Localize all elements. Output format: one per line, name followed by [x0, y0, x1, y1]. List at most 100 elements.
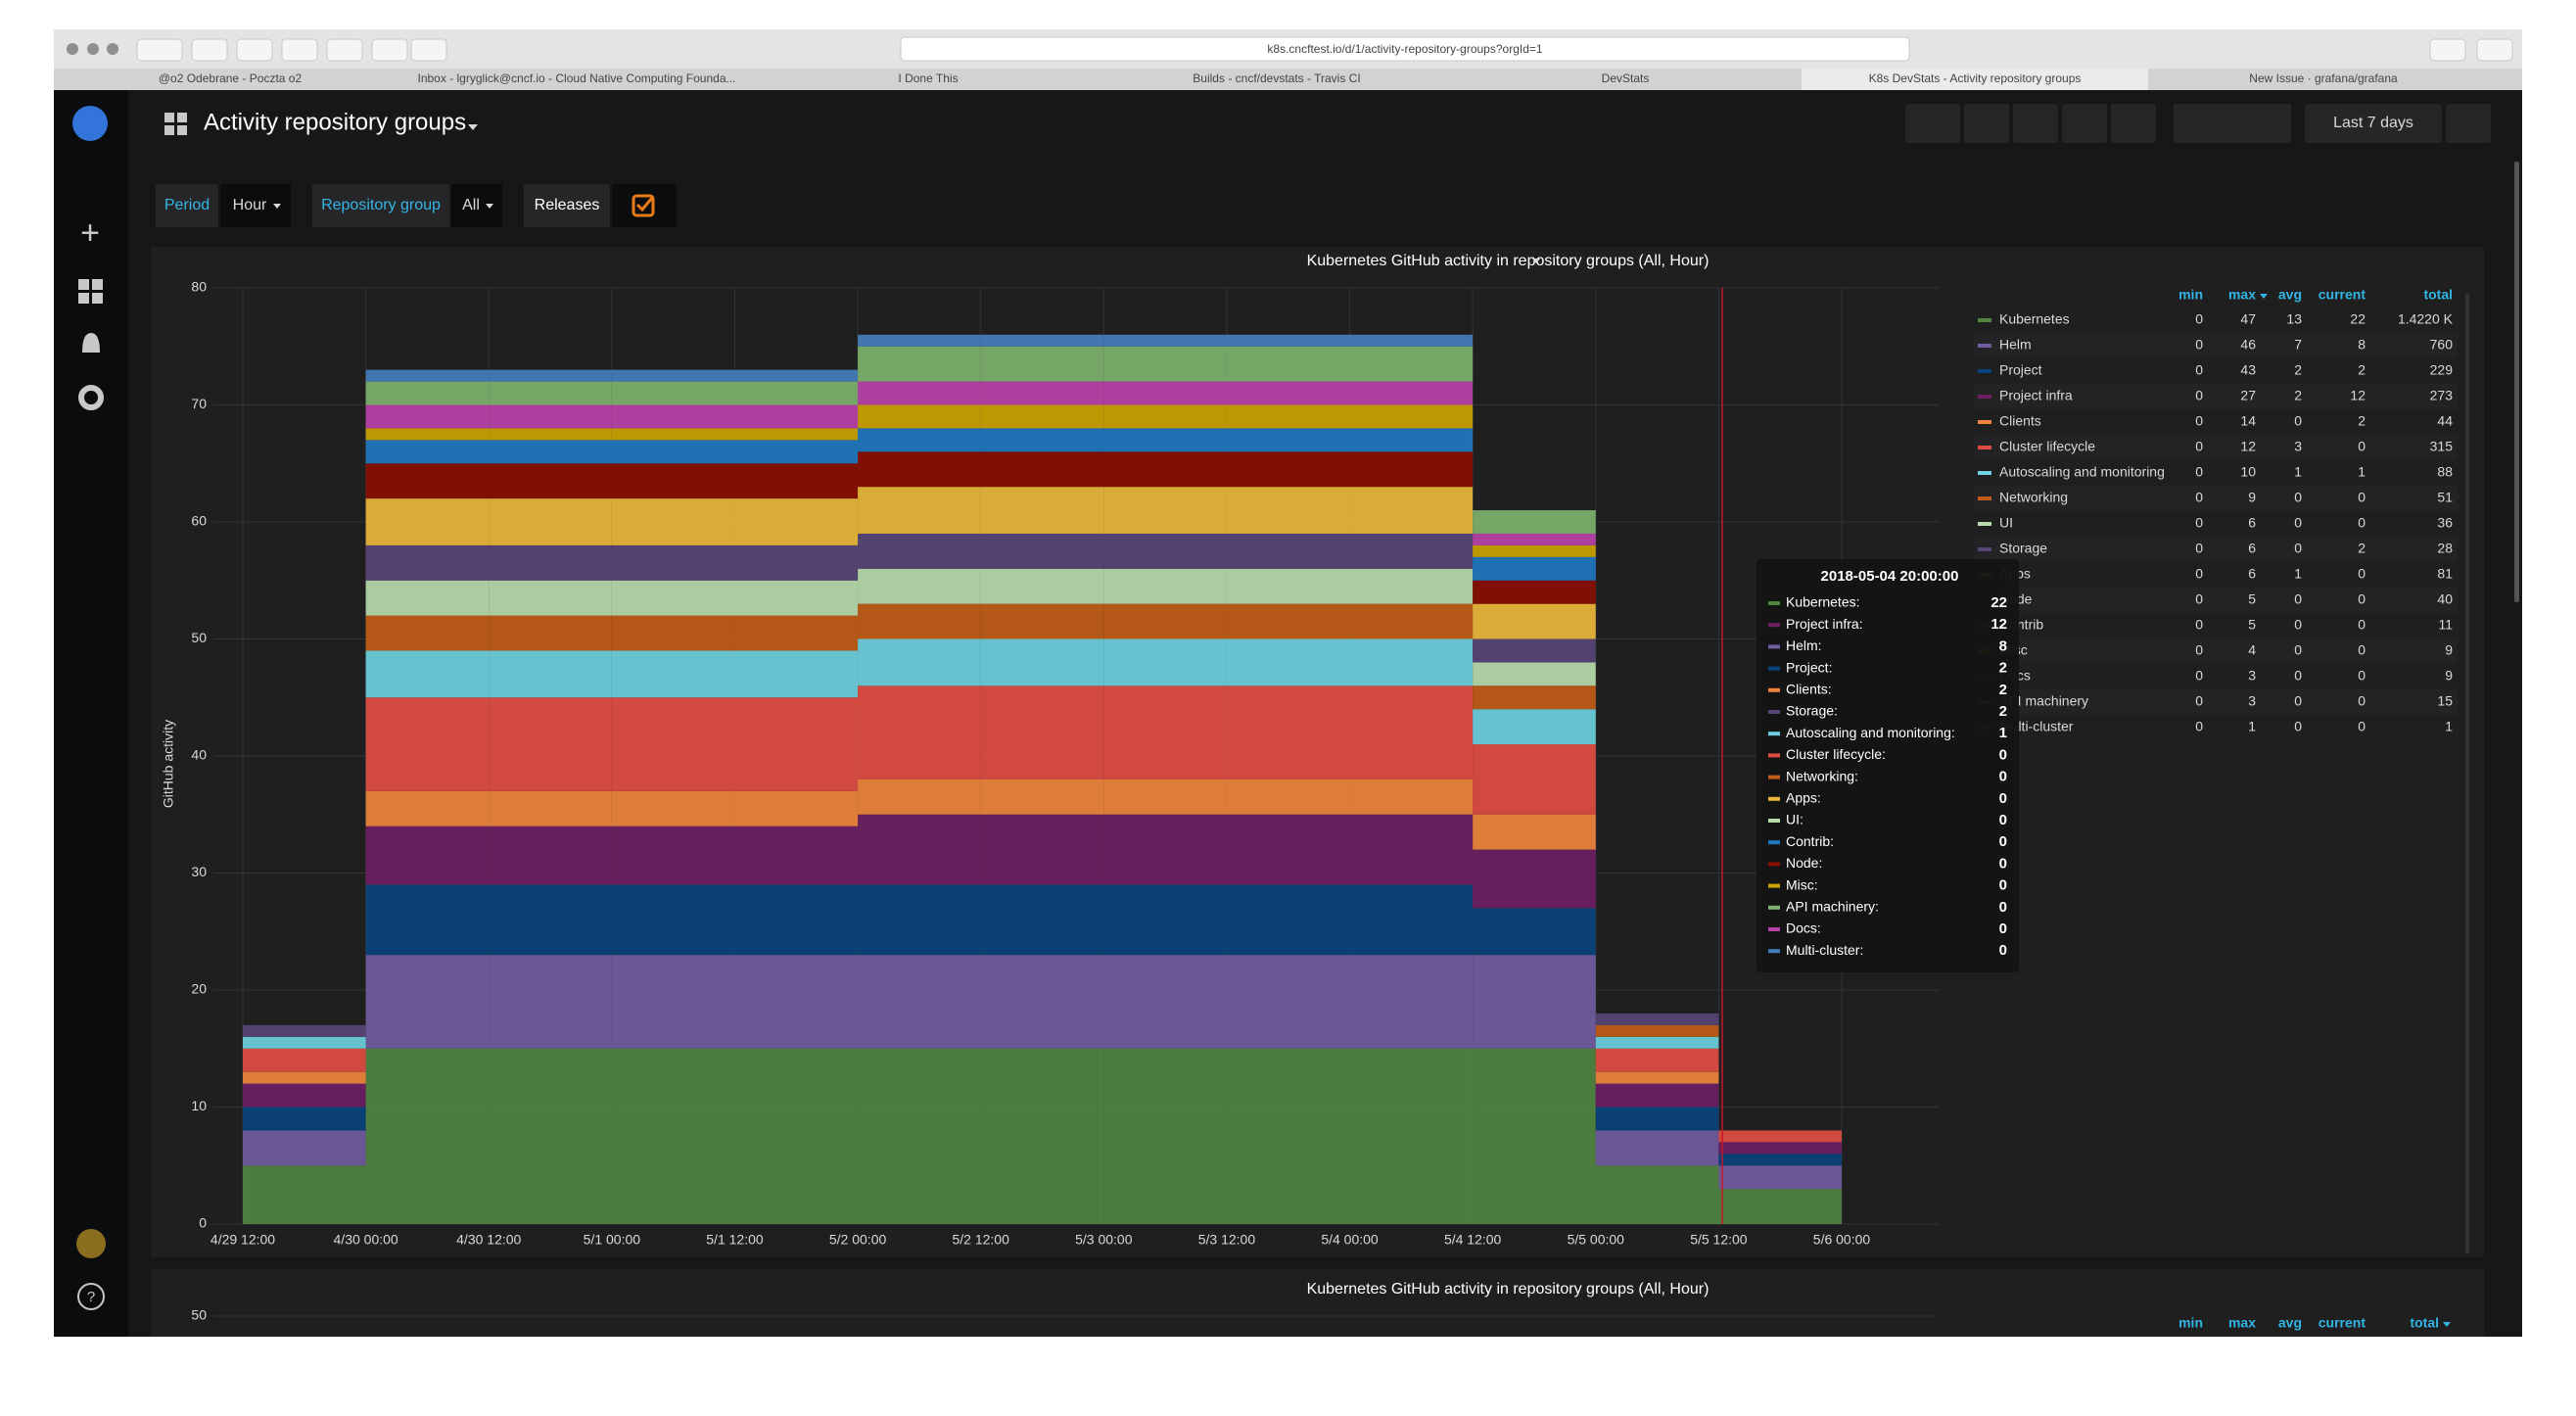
- area-step: [365, 790, 490, 826]
- extension-button[interactable]: [326, 38, 363, 62]
- area-step: [489, 440, 612, 464]
- legend-value: 6: [2248, 541, 2256, 556]
- panel-title[interactable]: Kubernetes GitHub activity in repository…: [1307, 1281, 1710, 1298]
- tooltip-name: Misc:: [1786, 876, 1818, 892]
- area-step: [365, 884, 490, 956]
- checkbox[interactable]: [632, 194, 655, 217]
- share-button[interactable]: [2013, 104, 2058, 143]
- page-scrollbar[interactable]: [2514, 162, 2519, 602]
- legend-value: 0: [2195, 693, 2203, 709]
- area-step: [858, 955, 981, 1049]
- address-bar[interactable]: [900, 36, 1910, 62]
- tooltip-value: 8: [1999, 637, 2007, 654]
- area-step: [1349, 884, 1474, 956]
- x-tick-label: 5/5 12:00: [1690, 1232, 1748, 1248]
- legend-value: 0: [2195, 719, 2203, 734]
- area-step: [1718, 1189, 1842, 1224]
- tabs-button[interactable]: [2476, 38, 2513, 62]
- dashboard-grid-icon[interactable]: [164, 113, 187, 135]
- dashboards-icon[interactable]: [78, 279, 103, 304]
- panel-title[interactable]: Kubernetes GitHub activity in repository…: [1307, 253, 1710, 269]
- grafana-logo[interactable]: [72, 106, 108, 141]
- area-step: [489, 884, 612, 956]
- add-panel-button[interactable]: [1905, 104, 1960, 143]
- area-step: [980, 487, 1104, 534]
- sidebar-button[interactable]: [191, 38, 228, 62]
- area-step: [1103, 381, 1227, 405]
- tooltip-swatch: [1768, 666, 1780, 671]
- area-step: [1595, 1165, 1719, 1224]
- nav-buttons[interactable]: [136, 38, 183, 62]
- dashboard-title[interactable]: Activity repository groups: [204, 109, 466, 135]
- zoom-button[interactable]: [107, 43, 118, 55]
- area-step: [1103, 685, 1227, 779]
- tab-title: @o2 Odebrane - Poczta o2: [159, 71, 303, 85]
- scrollbar[interactable]: [2465, 294, 2469, 1253]
- legend-value: 0: [2294, 591, 2302, 607]
- legend-value: 760: [2430, 337, 2454, 353]
- area-step: [1226, 487, 1350, 534]
- tooltip-value: 0: [1999, 790, 2007, 807]
- share-button[interactable]: [2429, 38, 2466, 62]
- home-button[interactable]: [236, 38, 273, 62]
- area-step: [1349, 428, 1474, 452]
- area-step: [1226, 346, 1350, 382]
- area-step: [1473, 533, 1596, 545]
- tooltip-swatch: [1768, 949, 1780, 954]
- legend-name: API machinery: [1999, 693, 2088, 709]
- tab-title: Builds - cncf/devstats - Travis CI: [1193, 71, 1360, 85]
- area-step: [980, 638, 1104, 686]
- tooltip-name: Networking:: [1786, 768, 1858, 783]
- area-step: [611, 381, 735, 405]
- area-step: [1473, 955, 1596, 1049]
- icon-part: [164, 125, 174, 135]
- close-button[interactable]: [67, 43, 78, 55]
- area-step: [1349, 568, 1474, 604]
- legend-value: 0: [2195, 642, 2203, 658]
- tooltip-name: UI:: [1786, 812, 1803, 827]
- legend-header: total: [2423, 287, 2453, 303]
- area-step: [489, 381, 612, 405]
- area-step: [365, 369, 490, 382]
- legend-value: 9: [2445, 668, 2453, 684]
- variable-select[interactable]: [451, 184, 502, 227]
- tooltip-swatch: [1768, 623, 1780, 628]
- x-tick-label: 5/6 00:00: [1813, 1232, 1871, 1248]
- time-picker[interactable]: [2305, 104, 2442, 143]
- settings-button[interactable]: [2111, 104, 2156, 143]
- area-step: [734, 697, 859, 791]
- more-button[interactable]: [410, 38, 447, 62]
- refresh-button[interactable]: [2446, 104, 2491, 143]
- area-step: [1349, 334, 1474, 347]
- user-avatar[interactable]: [76, 1229, 106, 1258]
- extension-button[interactable]: [371, 38, 408, 62]
- help-icon[interactable]: [77, 1283, 105, 1310]
- star-button[interactable]: [1964, 104, 2009, 143]
- legend-value: 2: [2358, 413, 2365, 429]
- area-step: [489, 369, 612, 382]
- time-shift-buttons[interactable]: [2174, 104, 2291, 143]
- legend-value: 11: [2438, 617, 2453, 633]
- area-step: [858, 381, 981, 405]
- area-step: [1718, 1142, 1842, 1155]
- area-step: [489, 697, 612, 791]
- y-tick-label: 60: [191, 513, 207, 529]
- legend-value: 0: [2294, 642, 2302, 658]
- tab-title: New Issue · grafana/grafana: [2249, 71, 2398, 85]
- area-step: [1226, 334, 1350, 347]
- legend-value: 5: [2248, 617, 2256, 633]
- area-step: [980, 404, 1104, 429]
- save-button[interactable]: [2062, 104, 2107, 143]
- create-icon[interactable]: +: [80, 214, 100, 252]
- area-step: [611, 884, 735, 956]
- alerting-icon[interactable]: [82, 333, 100, 353]
- legend-value: 0: [2358, 719, 2365, 734]
- history-button[interactable]: [281, 38, 318, 62]
- legend-value: 0: [2358, 566, 2365, 582]
- minimize-button[interactable]: [87, 43, 99, 55]
- tab-title: I Done This: [898, 71, 958, 85]
- x-tick-label: 5/1 00:00: [584, 1232, 641, 1248]
- config-icon[interactable]: [78, 385, 104, 410]
- time-range[interactable]: Last 7 days: [2333, 115, 2413, 131]
